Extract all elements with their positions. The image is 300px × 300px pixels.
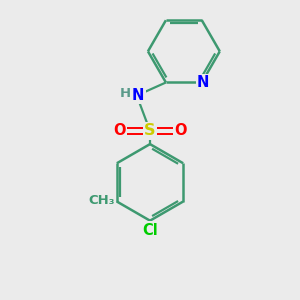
Text: O: O — [174, 123, 187, 138]
Text: S: S — [144, 123, 156, 138]
Text: O: O — [113, 123, 126, 138]
Text: N: N — [197, 75, 209, 90]
Text: CH₃: CH₃ — [88, 194, 115, 207]
Text: H: H — [120, 87, 131, 100]
Text: Cl: Cl — [142, 223, 158, 238]
Text: N: N — [132, 88, 144, 103]
